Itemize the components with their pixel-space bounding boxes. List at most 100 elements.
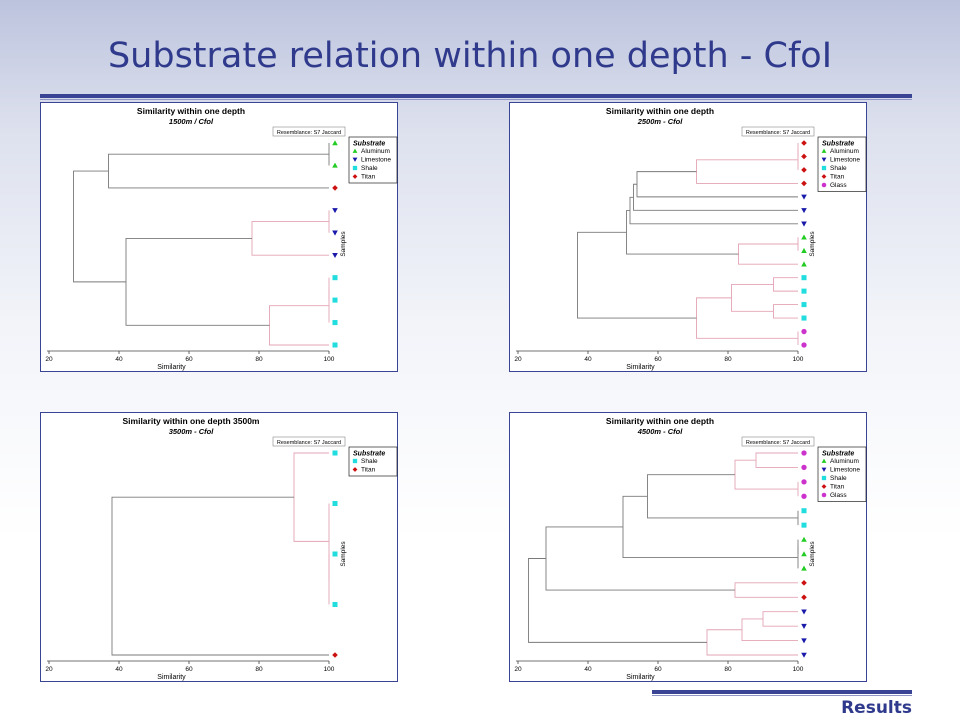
dendrogram-branch [528, 558, 707, 643]
leaf-marker-aluminum [801, 234, 807, 240]
legend-marker-shale [352, 165, 358, 171]
dendrogram-branch [251, 221, 329, 256]
leaf-marker-glass [801, 493, 807, 499]
x-tick-label: 80 [255, 666, 263, 673]
footer-rule-thin [652, 695, 912, 696]
legend-marker-limestone [352, 157, 358, 162]
legend-entry: Titan [361, 174, 376, 181]
dendrogram-branch [108, 153, 329, 189]
leaf-marker-glass [801, 342, 807, 348]
leaf-marker-limestone [332, 230, 338, 236]
legend-marker-titan [821, 484, 827, 489]
legend-box [817, 136, 867, 192]
dendrogram-branch [706, 629, 798, 656]
leaf-marker-shale [801, 522, 807, 528]
leaf-marker-shale [332, 342, 338, 348]
leaf-marker-titan [801, 594, 807, 601]
x-axis-label: Similarity [157, 674, 186, 681]
dendrogram-branch [773, 277, 798, 292]
leaf-marker-aluminum [332, 162, 338, 168]
leaf-marker-titan [801, 140, 807, 146]
dendrogram-panel-3500m: Similarity within one depth 3500m 3500m -… [40, 412, 398, 682]
legend-marker-shale [352, 458, 358, 464]
dendrogram-branch [755, 452, 798, 468]
dendrogram-branch [696, 159, 798, 184]
chart-subtitle: 4500m - Cfol [637, 427, 684, 436]
leaf-marker-aluminum [801, 261, 807, 267]
x-tick-label: 60 [654, 356, 662, 363]
resemblance-label: Resemblance: S7 Jaccard [277, 130, 341, 136]
title-rule [40, 94, 912, 98]
leaf-marker-titan [801, 153, 807, 160]
legend-entry: Titan [830, 174, 845, 181]
legend-box [817, 446, 867, 502]
chart-title: Similarity within one depth 3500m [123, 416, 260, 426]
dendrogram-branch [734, 582, 798, 598]
dendrogram-branch [734, 459, 798, 490]
leaf-marker-limestone [801, 208, 807, 214]
leaf-marker-shale [801, 288, 807, 294]
legend-entry: Aluminum [361, 148, 390, 155]
legend-marker-shale [821, 475, 827, 481]
x-tick-label: 80 [255, 356, 263, 363]
legend-entry: Limestone [830, 467, 860, 474]
dendrogram-branch [73, 170, 126, 283]
dendrogram-branch [636, 171, 798, 198]
leaf-marker-limestone [801, 623, 807, 629]
dendrogram-branch [731, 283, 774, 312]
legend-entry: Limestone [830, 157, 860, 164]
legend-box [348, 136, 398, 184]
leaf-marker-aluminum [801, 536, 807, 542]
dendrogram-branch [125, 237, 270, 326]
dendrogram-branch [647, 474, 798, 519]
leaf-marker-aluminum [801, 565, 807, 571]
leaf-marker-limestone [801, 638, 807, 644]
legend-entry: Titan [830, 484, 845, 491]
footer-rule [652, 690, 912, 694]
legend-entry: Glass [830, 182, 847, 189]
dendrogram-branch [293, 452, 329, 542]
legend-marker-titan [821, 174, 827, 179]
leaf-marker-shale [801, 315, 807, 321]
leaf-marker-glass [801, 328, 807, 335]
x-axis-label: Similarity [157, 364, 186, 371]
leaf-marker-aluminum [801, 247, 807, 253]
y-axis-label: Samples [340, 231, 347, 257]
dendrogram-branch [622, 495, 798, 559]
legend-marker-titan [352, 174, 358, 179]
x-tick-label: 80 [724, 356, 732, 363]
legend-marker-shale [821, 165, 827, 171]
legend-entry: Limestone [361, 157, 391, 164]
leaf-marker-aluminum [332, 140, 338, 146]
legend-marker-titan [352, 467, 358, 472]
x-tick-label: 40 [584, 356, 592, 363]
dendrogram-branch [577, 231, 697, 319]
leaf-marker-aluminum [801, 551, 807, 557]
x-tick-label: 60 [654, 666, 662, 673]
legend-entry: Shale [830, 165, 847, 172]
x-tick-label: 100 [324, 356, 335, 363]
legend-marker-limestone [821, 157, 827, 162]
leaf-marker-shale [332, 601, 338, 608]
dendrogram-panel-2500m: Similarity within one depth 2500m - Cfol R… [509, 102, 867, 372]
leaf-marker-limestone [801, 221, 807, 227]
leaf-marker-titan [332, 652, 338, 658]
chart-subtitle: 3500m - Cfol [169, 427, 215, 436]
legend-title: Substrate [822, 141, 854, 148]
leaf-marker-limestone [801, 194, 807, 200]
legend-marker-limestone [821, 467, 827, 472]
leaf-marker-shale [332, 320, 338, 326]
legend-entry: Aluminum [830, 458, 859, 465]
legend-title: Substrate [353, 141, 385, 148]
x-tick-label: 100 [324, 666, 335, 673]
leaf-marker-limestone [332, 252, 338, 259]
legend-entry: Glass [830, 492, 847, 499]
x-tick-label: 100 [793, 666, 804, 673]
resemblance-label: Resemblance: S7 Jaccard [746, 440, 810, 446]
x-tick-label: 20 [45, 666, 53, 673]
dendrogram-panel-1500m: Similarity within one depth 1500m / Cfol R… [40, 102, 398, 372]
leaf-marker-titan [801, 167, 807, 173]
